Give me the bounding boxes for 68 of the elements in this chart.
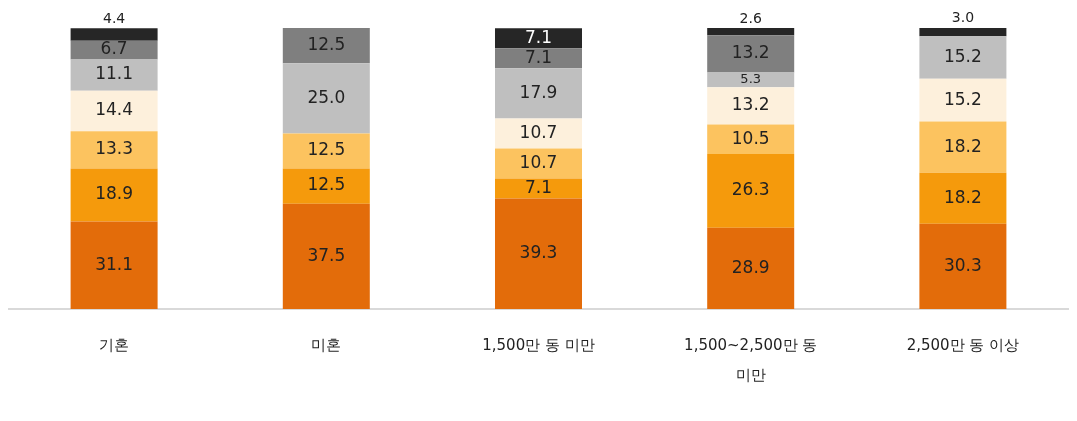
data-label: 37.5 [307,244,346,265]
data-label: 18.9 [95,183,134,204]
data-label: 7.1 [524,46,553,67]
bar [707,227,795,309]
bar [707,124,795,154]
x-tick-label: 미혼 [311,335,342,354]
data-label: 25.0 [307,86,346,107]
data-label: 13.2 [731,94,770,115]
data-label: 12.5 [307,139,346,160]
bar [70,90,158,132]
bar [707,153,795,228]
bar [495,198,582,309]
data-label: 31.1 [95,253,134,274]
x-tick-label: 기혼 [99,335,130,354]
data-label: 18.2 [943,135,982,156]
data-label: 10.7 [519,121,558,142]
bar [919,121,1007,173]
bar [282,133,370,169]
data-label: 6.7 [100,38,128,59]
bar [70,28,158,41]
bar [495,28,582,49]
x-tick-label: 1,500~2,500만 동 미만 [684,335,818,384]
bar [282,203,370,309]
x-tick-label: 1,500만 동 미만 [482,335,595,354]
data-label: 12.5 [307,174,346,195]
bar [919,28,1007,37]
bar [282,63,370,134]
data-label: 14.4 [95,99,134,120]
bar [919,36,1007,79]
data-label: 39.3 [519,242,558,263]
bar [70,131,158,169]
bar [282,28,370,64]
data-label: 15.2 [943,45,982,66]
bar [919,223,1007,309]
data-label: 13.3 [95,138,134,159]
bar [495,48,582,69]
data-label: 30.3 [943,254,982,275]
data-label: 4.4 [102,9,126,26]
x-tick-label: 2,500만 동 이상 [906,335,1020,354]
data-label: 26.3 [731,179,770,200]
data-label: 7.1 [524,26,553,47]
data-label: 12.5 [307,33,346,54]
bar [282,168,370,204]
bar [495,178,582,199]
bar [495,148,582,179]
bar [707,87,795,125]
bar [70,59,158,91]
bar [919,78,1007,122]
bar [707,28,795,36]
data-label: 28.9 [731,256,770,277]
bar [495,68,582,119]
data-label: 18.2 [943,186,982,207]
data-label: 10.5 [731,127,770,148]
bar [919,172,1007,224]
bar [707,72,795,88]
bar [70,168,158,222]
bar [495,118,582,149]
data-label: 3.0 [951,9,975,26]
data-label: 13.2 [731,42,770,63]
data-label: 2.6 [739,9,762,26]
data-label: 7.1 [524,177,553,198]
data-label: 5.3 [740,71,762,87]
bar [707,35,795,73]
data-label: 10.7 [519,152,558,172]
data-label: 15.2 [943,88,982,109]
data-label: 11.1 [95,63,134,84]
bar [70,221,158,309]
data-label: 17.9 [519,81,558,102]
